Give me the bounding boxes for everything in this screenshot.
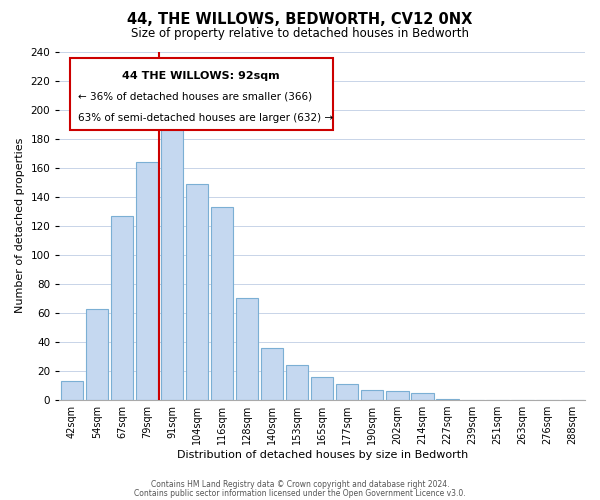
Bar <box>86 308 108 400</box>
Bar <box>436 398 458 400</box>
Bar <box>411 393 434 400</box>
Text: 44 THE WILLOWS: 92sqm: 44 THE WILLOWS: 92sqm <box>122 70 280 81</box>
Bar <box>311 377 334 400</box>
Text: Contains HM Land Registry data © Crown copyright and database right 2024.: Contains HM Land Registry data © Crown c… <box>151 480 449 489</box>
Bar <box>386 392 409 400</box>
Bar <box>136 162 158 400</box>
Bar <box>161 130 183 400</box>
Text: 63% of semi-detached houses are larger (632) →: 63% of semi-detached houses are larger (… <box>78 112 333 122</box>
Bar <box>61 381 83 400</box>
Bar <box>336 384 358 400</box>
Bar <box>261 348 283 400</box>
Bar <box>286 365 308 400</box>
Bar <box>211 207 233 400</box>
Bar <box>361 390 383 400</box>
Text: 44, THE WILLOWS, BEDWORTH, CV12 0NX: 44, THE WILLOWS, BEDWORTH, CV12 0NX <box>127 12 473 28</box>
Bar <box>186 184 208 400</box>
FancyBboxPatch shape <box>70 58 332 130</box>
Text: Contains public sector information licensed under the Open Government Licence v3: Contains public sector information licen… <box>134 489 466 498</box>
X-axis label: Distribution of detached houses by size in Bedworth: Distribution of detached houses by size … <box>176 450 468 460</box>
Bar <box>236 298 259 400</box>
Bar <box>110 216 133 400</box>
Text: ← 36% of detached houses are smaller (366): ← 36% of detached houses are smaller (36… <box>78 92 312 102</box>
Text: Size of property relative to detached houses in Bedworth: Size of property relative to detached ho… <box>131 28 469 40</box>
Y-axis label: Number of detached properties: Number of detached properties <box>15 138 25 314</box>
